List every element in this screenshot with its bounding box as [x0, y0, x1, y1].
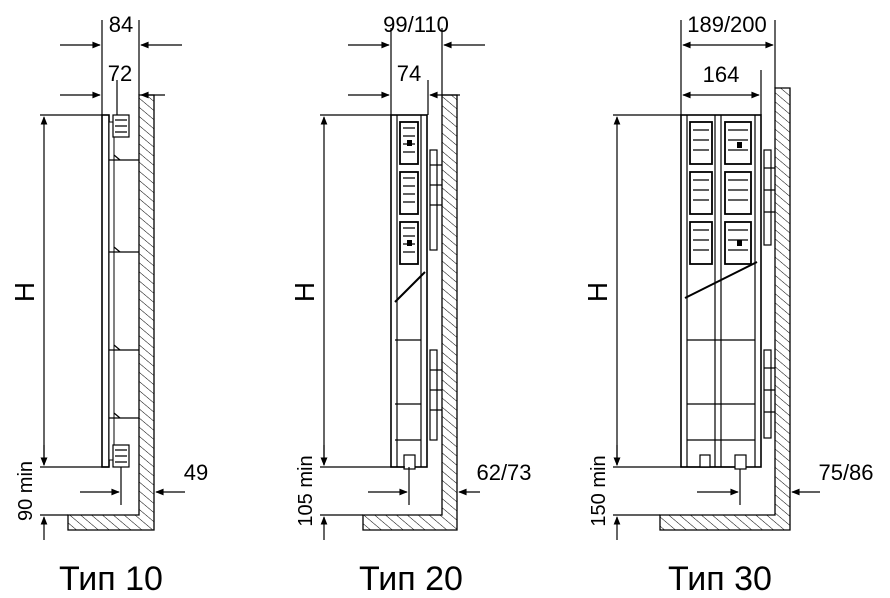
top-dimension-label: 99/110: [383, 12, 449, 37]
top-dimension-label: 84: [109, 12, 133, 37]
bracket-upper: [429, 149, 438, 251]
bracket-lower: [763, 349, 772, 439]
radiator-body: [108, 121, 115, 461]
second-dimension-label: 72: [108, 61, 132, 86]
section-cut: [684, 261, 758, 299]
convector-fins: [399, 121, 419, 265]
wall-hatching: [363, 95, 457, 530]
diagram-type-30: H 150 min 189/200 164 75/86 Тип 30: [582, 12, 874, 598]
type-caption: Тип 10: [59, 560, 163, 598]
second-dimension-label: 74: [397, 61, 421, 86]
radiator-panel: [101, 114, 110, 468]
floor-gap-label: 105 min: [295, 455, 317, 526]
height-label: H: [289, 282, 320, 302]
wall-hatching: [660, 88, 790, 530]
bracket-lower: [429, 349, 438, 441]
height-label: H: [9, 282, 40, 302]
height-label: H: [582, 282, 613, 302]
second-dimension-label: 164: [703, 62, 740, 87]
bracket-top: [109, 159, 139, 419]
diagram-type-10: H 90 min 84 72 49 Тип 10: [9, 12, 208, 598]
type-caption: Тип 30: [668, 560, 772, 598]
top-dimension-label: 189/200: [687, 12, 767, 37]
section-cut: [394, 271, 426, 303]
wall-gap-label: 49: [184, 460, 208, 485]
convector-fins: [689, 121, 752, 265]
bracket-hooks: [113, 154, 121, 419]
wall-gap-label: 75/86: [818, 460, 873, 485]
wall-gap-label: 62/73: [476, 460, 531, 485]
type-caption: Тип 20: [359, 560, 463, 598]
connector-bottom: [403, 454, 416, 470]
diagram-type-20: H 105 min 99/110 74 62/73 Тип 20: [289, 12, 532, 598]
floor-gap-label: 150 min: [588, 455, 610, 526]
wall-hatching: [68, 95, 154, 530]
floor-gap-label: 90 min: [15, 461, 37, 521]
connector-bottom: [699, 454, 711, 468]
bracket-upper: [763, 149, 772, 246]
